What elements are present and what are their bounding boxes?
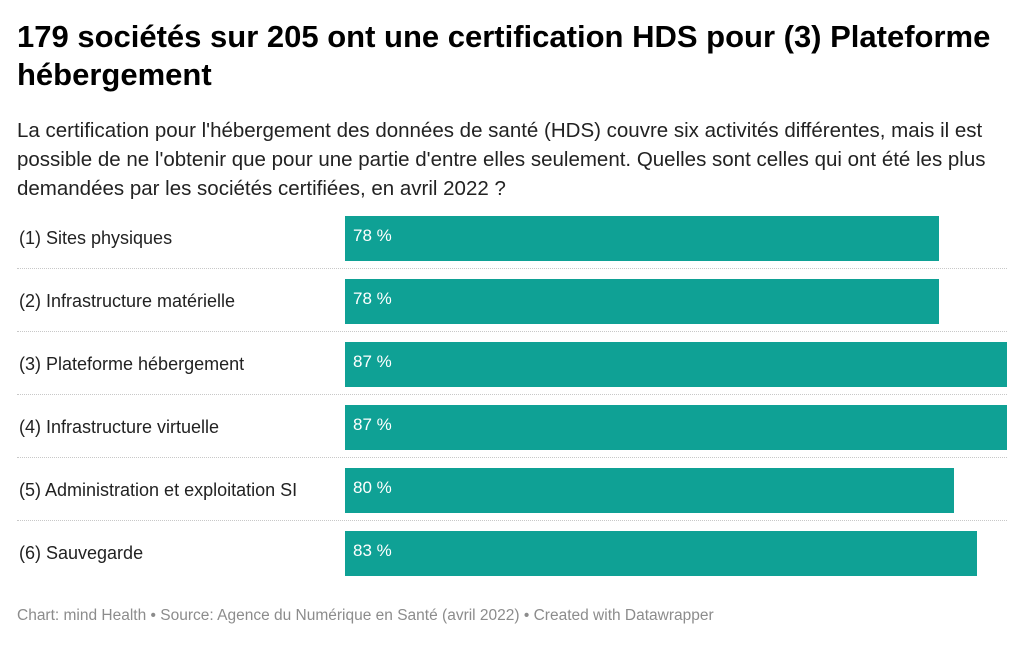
bar-chart: (1) Sites physiques 78 % (2) Infrastructur… <box>17 206 1007 586</box>
bar-row: (6) Sauvegarde 83 % <box>17 521 1007 584</box>
bar-row: (3) Plateforme hébergement 87 % <box>17 332 1007 395</box>
row-divider <box>17 457 1007 458</box>
bar-row: (2) Infrastructure matérielle 78 % <box>17 269 1007 332</box>
row-divider <box>17 268 1007 269</box>
bar: 87 % <box>345 342 1007 387</box>
row-divider <box>17 394 1007 395</box>
category-label: (4) Infrastructure virtuelle <box>19 417 220 437</box>
bar-value-label: 87 % <box>353 415 392 434</box>
bar-value-label: 87 % <box>353 352 392 371</box>
bar: 78 % <box>345 279 939 324</box>
bar-value-label: 83 % <box>353 541 392 560</box>
chart-title: 179 sociétés sur 205 ont une certificati… <box>17 19 991 92</box>
row-divider <box>17 520 1007 521</box>
bar: 83 % <box>345 531 977 576</box>
row-divider <box>17 331 1007 332</box>
chart-subtitle: La certification pour l'hébergement des … <box>17 119 986 200</box>
bar-row: (5) Administration et exploitation SI 80 … <box>17 458 1007 521</box>
bar-value-label: 80 % <box>353 478 392 497</box>
bar-value-label: 78 % <box>353 226 392 245</box>
bar: 80 % <box>345 468 954 513</box>
bar-row: (4) Infrastructure virtuelle 87 % <box>17 395 1007 458</box>
category-label: (5) Administration et exploitation SI <box>19 480 298 500</box>
bar: 78 % <box>345 216 939 261</box>
category-label: (3) Plateforme hébergement <box>19 354 245 374</box>
bar: 87 % <box>345 405 1007 450</box>
bar-value-label: 78 % <box>353 289 392 308</box>
category-label: (6) Sauvegarde <box>19 543 144 563</box>
category-label: (1) Sites physiques <box>19 228 173 248</box>
bar-row: (1) Sites physiques 78 % <box>17 206 1007 269</box>
chart-footer: Chart: mind Health • Source: Agence du N… <box>17 607 714 624</box>
category-label: (2) Infrastructure matérielle <box>19 291 236 311</box>
